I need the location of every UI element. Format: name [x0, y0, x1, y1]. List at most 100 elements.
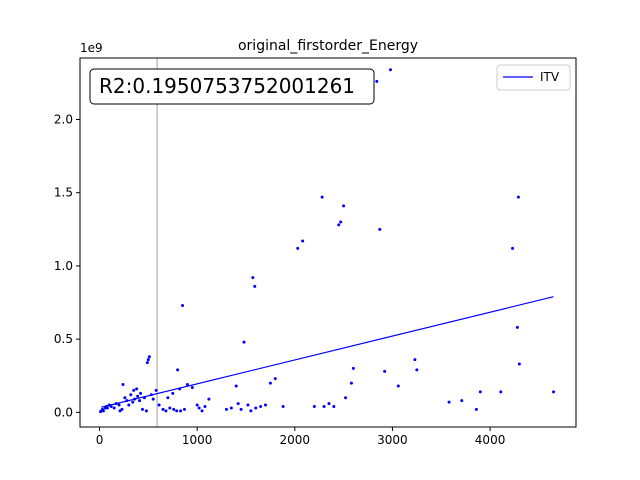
- axes: 0 1000 2000 3000 4000 0.0 0.5 1.0 1.5 2.0: [54, 57, 577, 447]
- data-point: [166, 396, 170, 400]
- data-point: [203, 405, 207, 408]
- data-point: [415, 368, 419, 372]
- data-point: [182, 407, 186, 411]
- legend: ITV: [496, 64, 571, 91]
- data-point: [264, 403, 268, 407]
- data-point: [344, 396, 348, 400]
- data-point: [176, 368, 180, 372]
- fit-line-itv: [101, 296, 554, 408]
- data-point: [552, 390, 556, 394]
- data-point: [207, 397, 211, 401]
- data-point: [327, 402, 331, 406]
- data-point: [157, 403, 161, 407]
- data-point: [190, 385, 194, 389]
- data-point: [447, 400, 451, 404]
- data-point: [322, 405, 326, 408]
- data-point: [383, 369, 387, 373]
- data-point: [375, 79, 379, 83]
- data-point: [332, 405, 336, 408]
- data-point: [281, 405, 285, 408]
- legend-entry-itv: ITV: [540, 70, 560, 84]
- data-point: [460, 399, 464, 403]
- x-tick-label: 1000: [182, 433, 213, 447]
- data-point: [301, 239, 305, 243]
- y-tick-label: 1.0: [54, 259, 73, 273]
- data-point: [499, 390, 503, 394]
- data-point: [259, 405, 263, 408]
- data-point: [388, 68, 392, 72]
- data-point: [251, 276, 255, 280]
- data-point: [396, 384, 400, 388]
- data-point: [378, 227, 382, 231]
- data-point: [239, 407, 243, 411]
- data-point: [146, 358, 150, 362]
- data-point: [144, 409, 148, 413]
- data-point: [112, 406, 116, 410]
- y-tick-label: 0.0: [54, 405, 73, 419]
- x-tick-label: 2000: [280, 433, 311, 447]
- data-point: [147, 355, 151, 359]
- data-point: [121, 383, 125, 387]
- chart-title: original_firstorder_Energy: [238, 38, 418, 54]
- r2-annotation-box: [89, 68, 375, 105]
- y-offset-label: 1e9: [80, 41, 103, 55]
- data-point: [179, 409, 183, 413]
- data-point: [145, 361, 149, 365]
- r2-annotation-text: R2:0.1950753752001261: [99, 74, 355, 98]
- data-point: [249, 409, 253, 413]
- data-point: [224, 407, 228, 411]
- data-point: [161, 407, 165, 411]
- data-point: [517, 362, 521, 366]
- data-point: [105, 406, 109, 410]
- data-point: [320, 195, 324, 199]
- data-point: [185, 383, 189, 387]
- x-tick-label: 3000: [377, 433, 408, 447]
- data-point: [253, 284, 257, 288]
- y-tick-label: 1.5: [54, 186, 73, 200]
- legend-box: [496, 64, 571, 91]
- data-point: [246, 403, 250, 407]
- data-point: [195, 403, 199, 407]
- r2-annotation: R2:0.1950753752001261: [89, 68, 375, 105]
- data-point: [515, 325, 519, 329]
- data-point: [101, 409, 105, 413]
- data-point: [511, 246, 515, 250]
- data-point: [154, 388, 158, 392]
- data-point: [151, 397, 155, 401]
- data-point: [242, 340, 246, 344]
- data-point: [139, 391, 143, 395]
- data-point: [337, 223, 341, 227]
- data-point: [236, 402, 240, 406]
- data-point: [181, 303, 185, 307]
- data-point: [268, 381, 272, 385]
- data-point: [254, 406, 258, 410]
- data-point: [296, 246, 300, 250]
- data-point: [200, 409, 204, 413]
- data-point: [229, 406, 233, 410]
- data-point: [117, 403, 121, 407]
- x-tick-label: 0: [96, 433, 104, 447]
- data-point: [339, 220, 343, 224]
- data-point: [164, 409, 168, 413]
- data-point: [413, 358, 417, 362]
- data-point: [172, 407, 176, 411]
- data-point: [136, 394, 140, 398]
- data-point: [131, 400, 135, 404]
- data-point: [129, 393, 133, 397]
- data-point: [140, 407, 144, 411]
- data-point: [234, 384, 238, 388]
- data-point: [197, 406, 201, 410]
- data-point: [478, 390, 482, 394]
- data-point: [273, 377, 277, 381]
- data-point: [132, 388, 136, 392]
- y-tick-label: 0.5: [54, 332, 73, 346]
- data-point: [168, 406, 172, 410]
- data-point: [474, 407, 478, 411]
- plot-frame: [79, 57, 577, 428]
- data-point: [351, 366, 355, 370]
- data-point: [516, 195, 520, 199]
- data-point: [109, 405, 113, 408]
- data-point: [349, 381, 353, 385]
- data-point: [171, 391, 175, 395]
- data-point: [127, 403, 131, 407]
